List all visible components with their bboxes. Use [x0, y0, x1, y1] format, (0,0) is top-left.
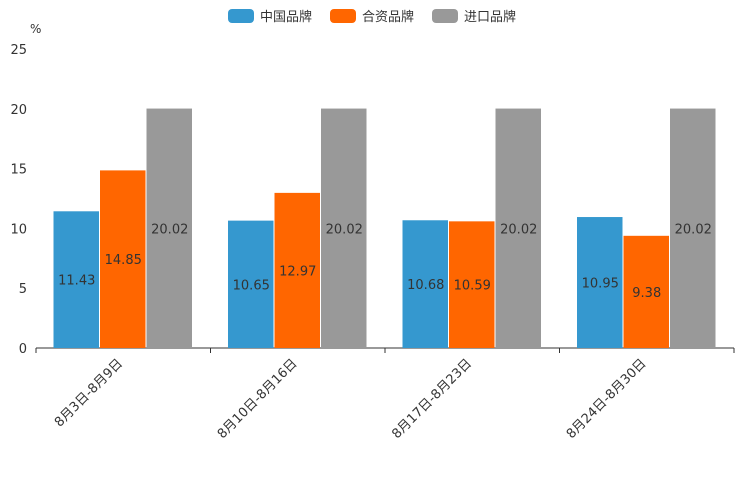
bar-imported-brand[interactable] — [670, 108, 716, 349]
y-axis-unit: % — [30, 22, 42, 36]
legend-swatch-china-brand — [227, 8, 254, 23]
legend-label-joint-venture-brand: 合资品牌 — [361, 10, 414, 25]
bar-imported-brand[interactable] — [495, 108, 542, 349]
data-label: 10.95 — [582, 277, 619, 292]
y-tick-label: 15 — [10, 163, 27, 178]
data-label: 20.02 — [500, 222, 537, 237]
bar-china-brand[interactable] — [402, 220, 449, 348]
bar-joint-venture-brand[interactable] — [449, 221, 495, 348]
data-label: 10.59 — [454, 279, 491, 294]
legend-swatch-joint-venture-brand — [329, 8, 356, 23]
data-label: 20.02 — [675, 222, 712, 237]
bar-imported-brand[interactable] — [146, 108, 193, 349]
bar-joint-venture-brand[interactable] — [623, 235, 670, 348]
y-tick-label: 20 — [10, 103, 27, 118]
bar-china-brand[interactable] — [53, 211, 100, 348]
x-category-label: 8月3日-8月9日 — [52, 356, 126, 430]
legend-item-china-brand[interactable]: 中国品牌 — [227, 6, 312, 25]
y-tick-label: 0 — [19, 342, 27, 357]
data-label: 11.43 — [58, 274, 95, 289]
bar-joint-venture-brand[interactable] — [100, 170, 146, 348]
legend-item-imported-brand[interactable]: 进口品牌 — [432, 6, 516, 25]
data-label: 14.85 — [105, 253, 142, 268]
data-label: 20.02 — [326, 222, 363, 237]
x-category-label: 8月24日-8月30日 — [564, 356, 650, 442]
legend-label-imported-brand: 进口品牌 — [464, 10, 517, 25]
legend-swatch-imported-brand — [432, 8, 458, 23]
legend-item-joint-venture-brand[interactable]: 合资品牌 — [329, 6, 414, 25]
y-tick-label: 10 — [10, 222, 27, 237]
bar-imported-brand[interactable] — [321, 108, 367, 349]
x-category-label: 8月17日-8月23日 — [389, 356, 475, 442]
legend: 中国品牌 合资品牌 进口品牌 — [0, 6, 744, 25]
bar-china-brand[interactable] — [228, 220, 274, 348]
data-label: 10.65 — [233, 278, 270, 293]
data-label: 10.68 — [407, 278, 444, 293]
data-label: 12.97 — [279, 264, 316, 279]
y-tick-label: 25 — [10, 43, 27, 58]
x-category-label: 8月10日-8月16日 — [215, 356, 301, 442]
bar-china-brand[interactable] — [577, 217, 623, 348]
legend-label-china-brand: 中国品牌 — [259, 10, 312, 25]
y-tick-label: 5 — [19, 282, 27, 297]
data-label: 9.38 — [632, 286, 661, 301]
data-label: 20.02 — [151, 222, 188, 237]
bar-joint-venture-brand[interactable] — [274, 192, 321, 348]
